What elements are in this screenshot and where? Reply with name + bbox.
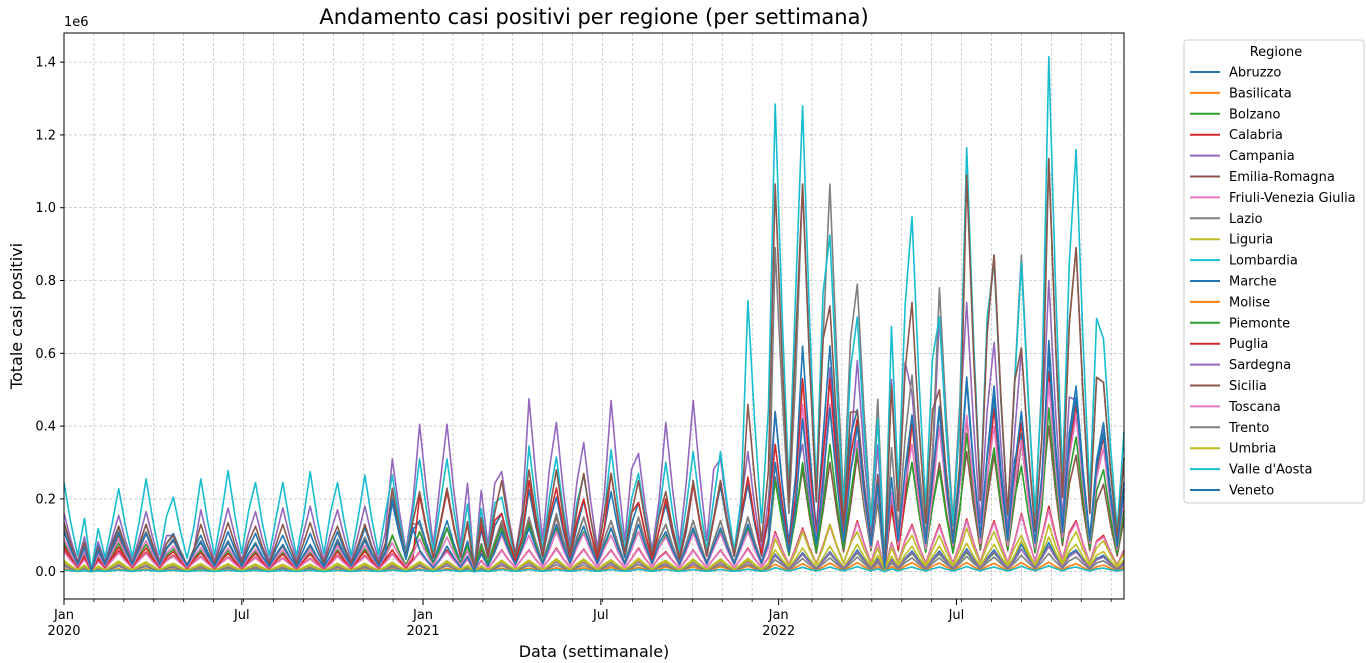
plot-frame <box>63 32 1125 600</box>
x-tick-year-label: 2022 <box>762 624 795 639</box>
x-tick-label: Jan <box>412 608 433 623</box>
y-tick-label: 0.4 <box>35 420 56 435</box>
y-tick-label: 0.6 <box>35 347 56 362</box>
x-tick-label: Jul <box>233 608 250 623</box>
legend-label: Liguria <box>1229 233 1273 248</box>
legend-label: Friuli-Venezia Giulia <box>1229 191 1356 206</box>
y-axis-multiplier: 1e6 <box>64 15 89 30</box>
y-tick-label: 1.2 <box>35 128 56 143</box>
legend-label: Toscana <box>1228 400 1281 415</box>
y-tick-label: 1.0 <box>35 201 56 216</box>
legend-label: Sardegna <box>1229 358 1291 373</box>
legend-label: Valle d'Aosta <box>1229 463 1312 478</box>
legend-label: Campania <box>1229 149 1295 164</box>
y-tick-label: 0.8 <box>35 274 56 289</box>
x-tick-label: Jan <box>768 608 789 623</box>
legend: Regione Abruzzo Basilicata Bolzano Calabria… <box>1183 39 1365 504</box>
series-lines <box>63 55 1125 573</box>
legend-label: Lazio <box>1229 212 1263 227</box>
legend-label: Marche <box>1229 275 1277 290</box>
legend-label: Puglia <box>1229 337 1268 352</box>
legend-label: Emilia-Romagna <box>1229 170 1335 185</box>
legend-label: Bolzano <box>1229 107 1281 122</box>
legend-label: Abruzzo <box>1229 66 1281 81</box>
series-line-veneto <box>63 352 1125 572</box>
legend-label: Trento <box>1228 421 1269 436</box>
y-tick-label: 0.2 <box>35 492 56 507</box>
legend-label: Sicilia <box>1229 379 1267 394</box>
y-tick-label: 0.0 <box>35 565 56 580</box>
legend-box <box>1183 39 1365 504</box>
legend-label: Veneto <box>1229 484 1274 499</box>
x-tick-year-label: 2020 <box>47 624 80 639</box>
x-tick-label: Jan <box>53 608 74 623</box>
legend-label: Lombardia <box>1229 254 1298 269</box>
series-line-umbria <box>63 523 1125 573</box>
chart-title: Andamento casi positivi per regione (per… <box>319 5 868 29</box>
series-line-valle-d-aosta <box>63 565 1125 573</box>
x-axis-title: Data (settimanale) <box>519 642 670 661</box>
legend-label: Molise <box>1229 295 1270 310</box>
legend-label: Piemonte <box>1229 316 1290 331</box>
y-axis-title: Totale casi positivi <box>7 243 26 390</box>
x-tick-year-label: 2021 <box>406 624 439 639</box>
y-tick-label: 1.4 <box>35 56 56 71</box>
x-tick-label: Jul <box>592 608 609 623</box>
x-tick-label: Jul <box>948 608 965 623</box>
legend-label: Umbria <box>1229 442 1276 457</box>
legend-title: Regione <box>1250 45 1303 60</box>
legend-label: Basilicata <box>1229 86 1292 101</box>
series-line-sicilia <box>63 157 1125 572</box>
legend-label: Calabria <box>1229 128 1283 143</box>
